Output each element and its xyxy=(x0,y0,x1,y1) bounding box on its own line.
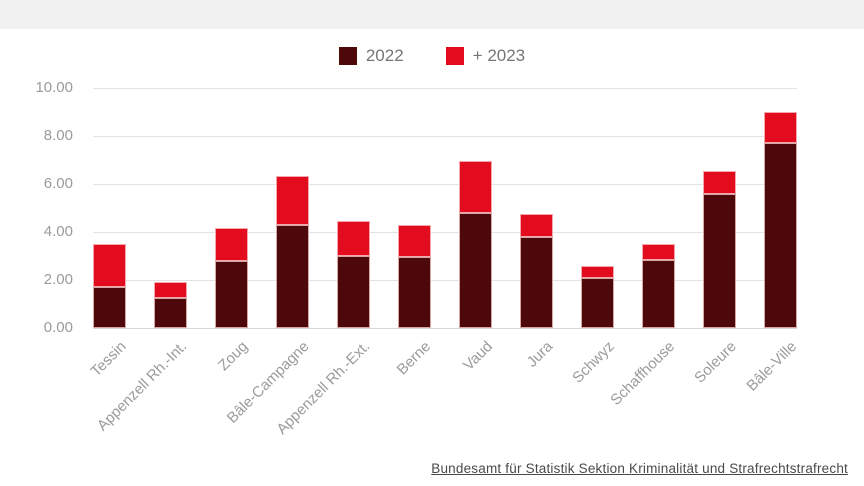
y-axis-tick-label: 0.00 xyxy=(43,319,73,336)
bar-segment-2022[interactable] xyxy=(276,224,309,328)
bar-segment-2022[interactable] xyxy=(520,236,553,328)
x-axis-category-label: Schaffhouse xyxy=(607,338,679,409)
gridline xyxy=(93,88,797,89)
bar-segment-2022[interactable] xyxy=(215,260,248,328)
plot-area xyxy=(93,88,797,328)
bar-segment-2023[interactable] xyxy=(642,244,675,260)
bar-segment-2022[interactable] xyxy=(154,298,187,328)
bar-segment-2023[interactable] xyxy=(276,175,309,225)
top-band xyxy=(0,0,864,29)
source-link[interactable]: Bundesamt für Statistik Sektion Kriminal… xyxy=(431,461,848,476)
x-axis-category-label: Berne xyxy=(394,338,435,379)
bar-segment-2023[interactable] xyxy=(703,170,736,194)
x-axis-category-label: Vaud xyxy=(459,338,496,375)
bar-segment-2022[interactable] xyxy=(642,259,675,328)
bar-segment-2023[interactable] xyxy=(398,224,431,258)
legend-swatch-icon xyxy=(338,47,357,65)
y-axis-tick-label: 10.00 xyxy=(35,79,73,96)
bar-segment-2023[interactable] xyxy=(520,214,553,237)
x-axis-category-label: Jura xyxy=(523,338,557,371)
bar-segment-2022[interactable] xyxy=(93,287,126,328)
legend-item-2023[interactable]: + 2023 xyxy=(445,46,526,66)
gridline xyxy=(93,136,797,137)
bar-segment-2022[interactable] xyxy=(703,193,736,328)
legend-label: 2022 xyxy=(365,46,404,65)
y-axis-tick-label: 6.00 xyxy=(43,175,73,192)
y-axis-tick-label: 4.00 xyxy=(43,223,73,240)
x-axis-category-label: Schwyz xyxy=(568,338,618,387)
x-axis: Tessin Appenzell Rh.-Int. Zoug Bâle-Campagn… xyxy=(87,328,800,458)
x-axis-category-label: Bâle-Ville xyxy=(743,338,801,395)
x-axis-category-label: Soleure xyxy=(690,338,740,387)
y-axis-tick-label: 8.00 xyxy=(43,127,73,144)
x-axis-category-label: Zoug xyxy=(215,338,252,375)
bar-segment-2023[interactable] xyxy=(337,221,370,256)
y-axis-tick-label: 2.00 xyxy=(43,271,73,288)
legend-swatch-icon xyxy=(445,47,464,65)
legend-item-2022[interactable]: 2022 xyxy=(338,46,404,66)
bar-segment-2023[interactable] xyxy=(93,244,126,288)
gridline xyxy=(93,184,797,185)
chart-legend: 2022 + 2023 xyxy=(0,46,864,66)
gridline xyxy=(93,328,797,329)
bar-segment-2023[interactable] xyxy=(459,161,492,213)
bar-segment-2022[interactable] xyxy=(337,256,370,328)
bar-segment-2023[interactable] xyxy=(581,265,614,278)
x-axis-category-label: Tessin xyxy=(87,338,130,381)
bar-segment-2023[interactable] xyxy=(764,112,797,144)
legend-label: + 2023 xyxy=(472,46,526,65)
bar-segment-2022[interactable] xyxy=(459,212,492,328)
bar-segment-2022[interactable] xyxy=(581,277,614,328)
bar-segment-2023[interactable] xyxy=(154,282,187,298)
bar-segment-2022[interactable] xyxy=(764,143,797,328)
gridline xyxy=(93,280,797,281)
bar-segment-2022[interactable] xyxy=(398,257,431,328)
gridline xyxy=(93,232,797,233)
bar-segment-2023[interactable] xyxy=(215,228,248,261)
